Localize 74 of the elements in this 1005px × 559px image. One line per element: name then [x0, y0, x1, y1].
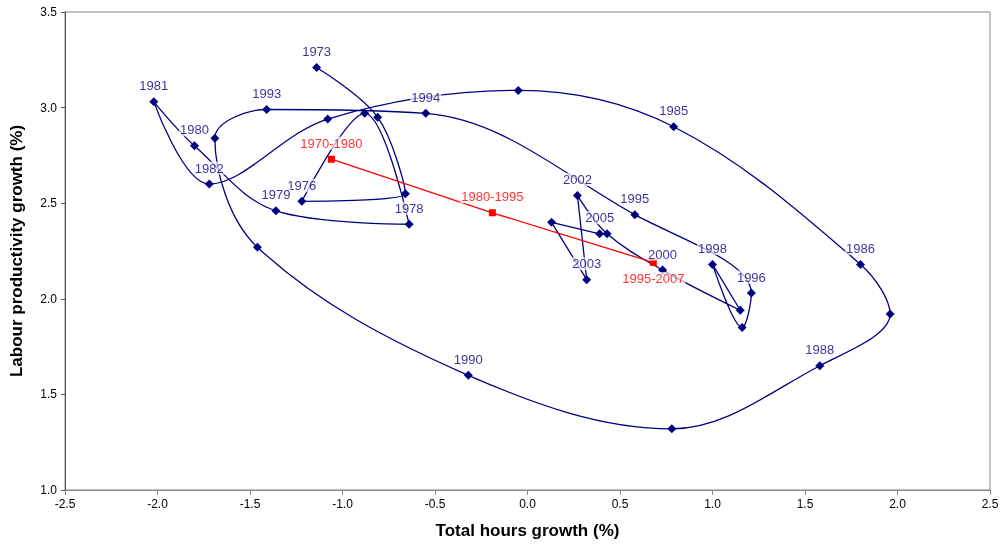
point — [595, 229, 605, 239]
annotation: 1980 — [180, 122, 209, 138]
y-tick-label: 1.5 — [40, 387, 58, 402]
point — [815, 361, 825, 371]
point — [262, 105, 272, 115]
point — [746, 288, 756, 298]
point — [271, 206, 281, 216]
annotation: 2002 — [562, 172, 592, 188]
annotation: 1998 — [698, 240, 727, 256]
point — [312, 62, 322, 72]
x-tick-label: 2.0 — [889, 497, 907, 511]
point — [373, 112, 383, 122]
annotation: 2005 — [585, 210, 615, 226]
point — [149, 97, 159, 107]
annotation: 2003 — [572, 256, 602, 272]
point — [190, 141, 199, 151]
point — [856, 259, 865, 269]
x-tick-label: -1.0 — [332, 497, 354, 511]
point — [708, 259, 717, 269]
point — [360, 108, 370, 118]
point — [204, 179, 214, 189]
point — [404, 219, 414, 229]
point — [669, 122, 679, 132]
point — [252, 242, 262, 252]
annotation: 1985 — [659, 103, 689, 119]
point — [885, 309, 895, 319]
point — [327, 155, 335, 163]
x-axis-title: Total hours growth (%) — [435, 521, 620, 540]
annotation: 1981 — [139, 78, 169, 94]
point — [488, 209, 496, 217]
point — [630, 210, 640, 220]
point — [513, 85, 523, 95]
annotation: 1980-1995 — [461, 189, 524, 205]
annotation: 1970-1980 — [300, 135, 363, 151]
point — [547, 217, 557, 227]
y-axis-title: Labour productivity growth (%) — [7, 124, 26, 378]
annotation: 1990 — [453, 351, 483, 367]
annotation: 1995-2007 — [622, 270, 685, 286]
annotation: 1988 — [805, 342, 835, 358]
annotation: 1978 — [394, 200, 424, 216]
y-tick-label: 3.0 — [40, 100, 58, 115]
point — [297, 196, 307, 206]
point — [737, 322, 747, 332]
y-tick-label: 1.0 — [40, 483, 58, 497]
y-tick-label: 2.5 — [40, 196, 58, 211]
x-tick-label: -0.5 — [424, 497, 446, 511]
point — [323, 114, 333, 124]
annotation: 1973 — [302, 43, 332, 59]
point — [210, 133, 220, 143]
x-tick-label: -2.5 — [54, 497, 76, 511]
annotation: 1996 — [736, 269, 766, 285]
x-tick-label: 0.0 — [519, 497, 537, 511]
point — [572, 191, 582, 201]
y-tick-label: 3.5 — [40, 5, 58, 19]
point — [582, 275, 592, 285]
point — [421, 108, 431, 118]
annotation: 2000 — [648, 246, 678, 262]
x-tick-label: 0.5 — [611, 497, 629, 511]
point — [735, 305, 745, 315]
annotation: 1993 — [252, 86, 282, 102]
annotation: 1982 — [194, 160, 224, 176]
x-tick-label: 2.5 — [981, 497, 999, 511]
y-tick-label: 2.0 — [40, 291, 58, 306]
point — [463, 370, 473, 380]
x-tick-label: 1.0 — [704, 497, 722, 511]
point — [602, 229, 612, 239]
x-tick-label: 1.5 — [796, 497, 814, 511]
x-tick-label: -2.0 — [147, 497, 169, 511]
point — [658, 265, 668, 275]
annotation: 1994 — [411, 89, 441, 105]
point — [667, 424, 677, 434]
annotation: 1986 — [846, 240, 875, 256]
annotation: 1995 — [620, 191, 650, 207]
x-tick-label: -1.5 — [239, 497, 261, 511]
